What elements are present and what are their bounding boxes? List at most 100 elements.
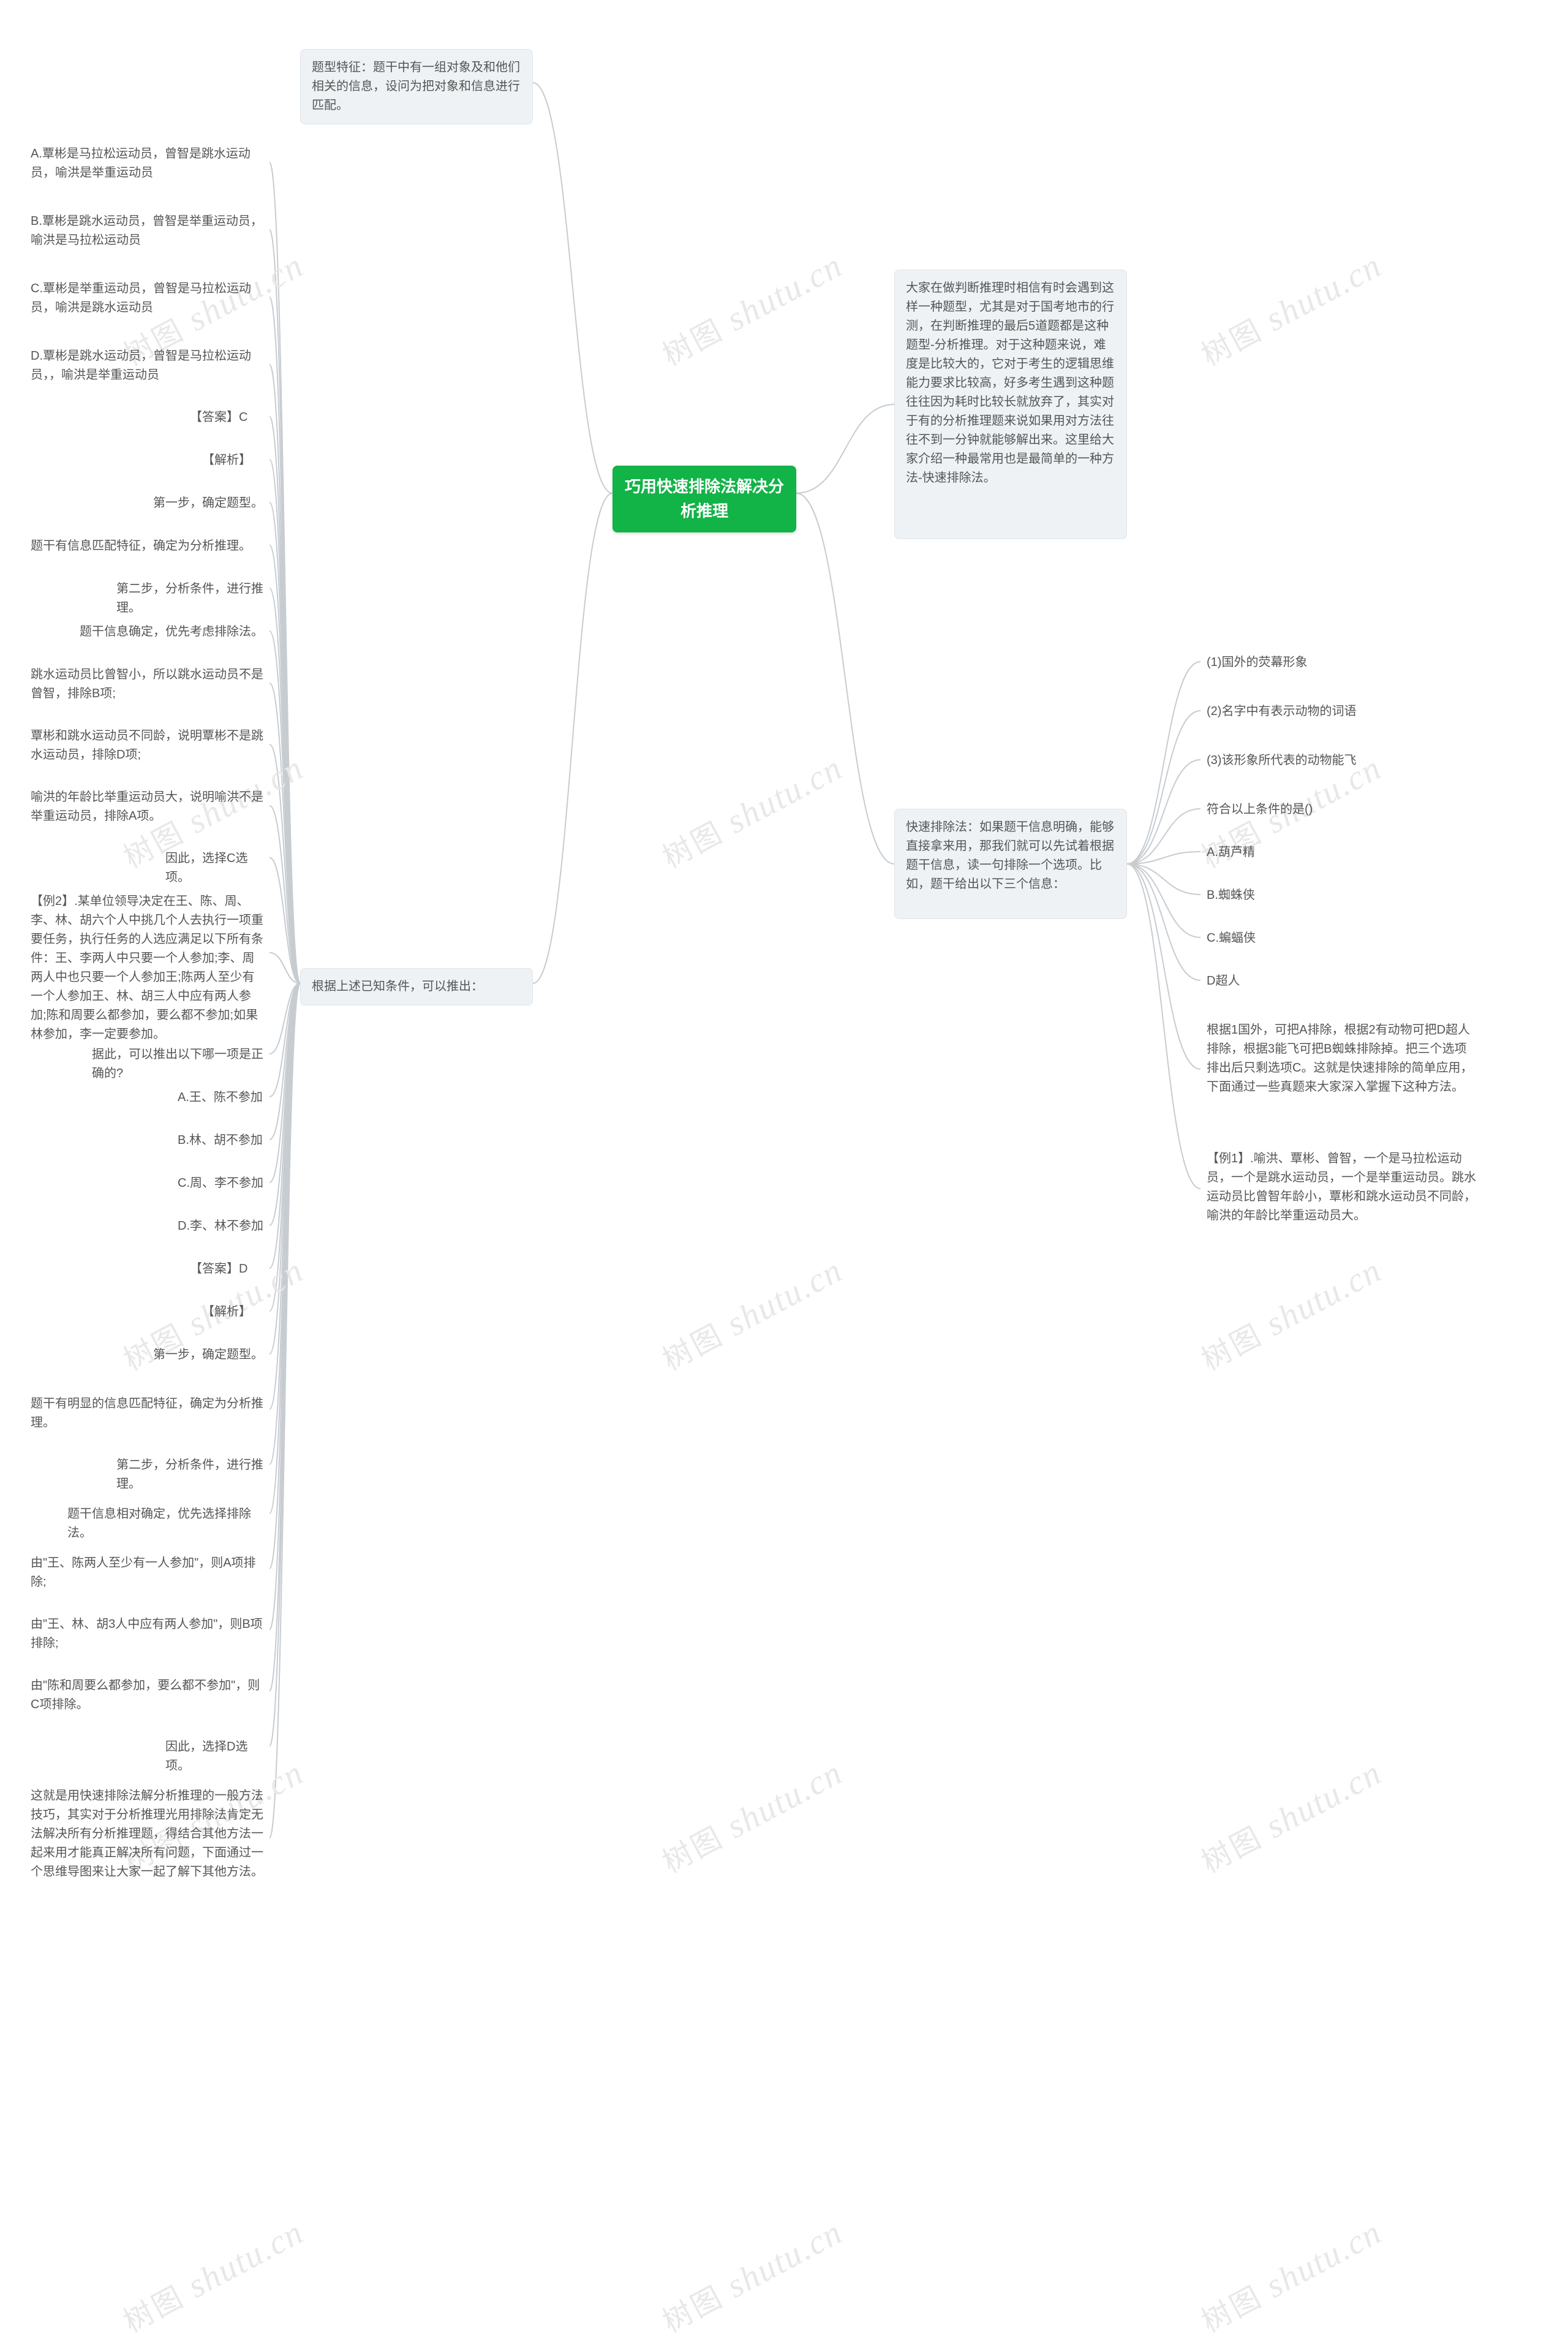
edge-l2-l2ae (270, 983, 300, 1838)
node-l2f: 【解析】 (196, 447, 270, 474)
node-l2p: 据此，可以推出以下哪一项是正确的? (86, 1042, 270, 1087)
node-l2n: 因此，选择C选项。 (159, 846, 270, 891)
edge-l2-l2z (270, 983, 300, 1513)
node-r2j: 【例1】.喻洪、覃彬、曾智，一个是马拉松运动员，一个是跳水运动员，一个是举重运动… (1200, 1146, 1482, 1231)
edge-l2-l2c (270, 297, 300, 983)
node-l2c: C.覃彬是举重运动员，曾智是马拉松运动员，喻洪是跳水运动员 (24, 276, 270, 321)
node-l2s: C.周、李不参加 (172, 1170, 270, 1197)
edge-l2-l2aa (270, 983, 300, 1568)
node-r1: 大家在做判断推理时相信有时会遇到这样一种题型，尤其是对于国考地市的行测，在判断推… (894, 270, 1127, 539)
node-l2g: 第一步，确定题型。 (147, 490, 270, 516)
edge-l2-l2ad (270, 983, 300, 1746)
watermark: 树图 shutu.cn (1193, 1247, 1388, 1379)
node-l2a: A.覃彬是马拉松运动员，曾智是跳水运动员，喻洪是举重运动员 (24, 141, 270, 186)
edge-l2-l2v (270, 983, 300, 1311)
node-r2b: (2)名字中有表示动物的词语 (1200, 698, 1409, 725)
edge-root-r2 (796, 493, 894, 864)
edge-l2-l2s (270, 983, 300, 1182)
watermark: 树图 shutu.cn (1193, 2209, 1388, 2338)
edge-l2-l2f (270, 460, 300, 983)
node-l2j: 题干信息确定，优先考虑排除法。 (74, 619, 270, 645)
node-r2: 快速排除法：如果题干信息明确，能够直接拿来用，那我们就可以先试着根据题干信息，读… (894, 809, 1127, 919)
node-l2ac: 由"陈和周要么都参加，要么都不参加"，则C项排除。 (24, 1673, 270, 1718)
node-l2: 根据上述已知条件，可以推出： (300, 968, 533, 1005)
watermark: 树图 shutu.cn (1193, 1750, 1388, 1881)
edge-r2-r2i (1127, 864, 1200, 1069)
node-r2c: (3)该形象所代表的动物能飞 (1200, 747, 1433, 774)
edge-l2-l2l (270, 744, 300, 983)
edge-l2-l2o (270, 953, 300, 983)
node-l2z: 题干信息相对确定，优先选择排除法。 (61, 1501, 270, 1546)
edge-r2-r2c (1127, 760, 1200, 864)
node-l2ae: 这就是用快速排除法解分析推理的一般方法技巧，其实对于分析推理光用排除法肯定无法解… (24, 1783, 270, 1893)
node-l2ad: 因此，选择D选项。 (159, 1734, 270, 1779)
node-r2e: A.葫芦精 (1200, 839, 1323, 866)
node-l2w: 第一步，确定题型。 (147, 1342, 270, 1368)
edge-root-r1 (796, 404, 894, 493)
edge-l2-l2i (270, 588, 300, 983)
node-l2k: 跳水运动员比曾智小，所以跳水运动员不是曾智，排除B项; (24, 662, 270, 707)
edge-r2-r2j (1127, 864, 1200, 1189)
node-l2v: 【解析】 (196, 1299, 270, 1325)
node-l2b: B.覃彬是跳水运动员，曾智是举重运动员，喻洪是马拉松运动员 (24, 208, 270, 254)
node-root: 巧用快速排除法解决分析推理 (612, 466, 796, 532)
edge-l2-l2y (270, 983, 300, 1464)
edge-root-l1 (533, 83, 612, 493)
watermark: 树图 shutu.cn (654, 1247, 849, 1379)
edge-l2-l2w (270, 983, 300, 1354)
edge-l2-l2ab (270, 983, 300, 1630)
edge-l2-l2g (270, 502, 300, 983)
node-l2aa: 由"王、陈两人至少有一人参加"，则A项排除; (24, 1550, 270, 1595)
node-l2ab: 由"王、林、胡3人中应有两人参加"，则B项排除; (24, 1611, 270, 1657)
watermark: 树图 shutu.cn (654, 1750, 849, 1881)
watermark: 树图 shutu.cn (654, 745, 849, 876)
edge-l2-l2u (270, 983, 300, 1268)
node-l2x: 题干有明显的信息匹配特征，确定为分析推理。 (24, 1391, 270, 1436)
edge-l2-l2t (270, 983, 300, 1225)
edge-l2-l2p (270, 983, 300, 1054)
node-l2e: 【答案】C (184, 404, 270, 431)
edge-l2-l2n (270, 858, 300, 983)
edge-l2-l2x (270, 983, 300, 1409)
edge-l2-l2e (270, 417, 300, 983)
node-r2d: 符合以上条件的是() (1200, 796, 1384, 823)
edge-l2-l2j (270, 631, 300, 983)
node-l2y: 第二步，分析条件，进行推理。 (110, 1452, 270, 1497)
node-l2t: D.李、林不参加 (172, 1213, 270, 1239)
node-l2h: 题干有信息匹配特征，确定为分析推理。 (24, 533, 270, 559)
edge-l2-l2b (270, 230, 300, 983)
node-l2r: B.林、胡不参加 (172, 1127, 270, 1154)
node-r2i: 根据1国外，可把A排除，根据2有动物可把D超人排除，根据3能飞可把B蜘蛛排除掉。… (1200, 1017, 1482, 1121)
node-r2g: C.蝙蝠侠 (1200, 925, 1323, 951)
node-l2q: A.王、陈不参加 (172, 1084, 270, 1111)
watermark: 树图 shutu.cn (654, 2209, 849, 2338)
node-r2f: B.蜘蛛侠 (1200, 882, 1323, 909)
node-l2d: D.覃彬是跳水运动员，曾智是马拉松运动员，，喻洪是举重运动员 (24, 343, 270, 388)
node-l2i: 第二步，分析条件，进行推理。 (110, 576, 270, 621)
edge-l2-l2d (270, 365, 300, 983)
mindmap-canvas: 树图 shutu.cn 树图 shutu.cn 树图 shutu.cn 树图 shut… (0, 0, 1568, 2338)
edge-l2-l2q (270, 983, 300, 1097)
edge-r2-r2e (1127, 852, 1200, 864)
node-r2h: D超人 (1200, 968, 1323, 994)
edge-r2-r2h (1127, 864, 1200, 980)
watermark: 树图 shutu.cn (654, 243, 849, 374)
node-l2u: 【答案】D (184, 1256, 270, 1282)
edge-r2-r2b (1127, 711, 1200, 864)
node-r2a: (1)国外的荧幕形象 (1200, 649, 1409, 676)
watermark: 树图 shutu.cn (1193, 243, 1388, 374)
edge-r2-r2d (1127, 809, 1200, 864)
edge-l2-l2h (270, 545, 300, 983)
node-l1: 题型特征：题干中有一组对象及和他们相关的信息，设问为把对象和信息进行匹配。 (300, 49, 533, 124)
edge-r2-r2g (1127, 864, 1200, 937)
edge-l2-l2k (270, 683, 300, 983)
edge-r2-r2a (1127, 662, 1200, 864)
watermark: 树图 shutu.cn (115, 2209, 310, 2338)
edge-r2-r2f (1127, 864, 1200, 895)
node-l2l: 覃彬和跳水运动员不同龄，说明覃彬不是跳水运动员，排除D项; (24, 723, 270, 768)
edge-l2-l2ac (270, 983, 300, 1691)
node-l2o: 【例2】.某单位领导决定在王、陈、周、李、林、胡六个人中挑几个人去执行一项重要任… (24, 888, 270, 1048)
node-l2m: 喻洪的年龄比举重运动员大，说明喻洪不是举重运动员，排除A项。 (24, 784, 270, 830)
edge-root-l2 (533, 493, 612, 983)
edge-l2-l2r (270, 983, 300, 1140)
